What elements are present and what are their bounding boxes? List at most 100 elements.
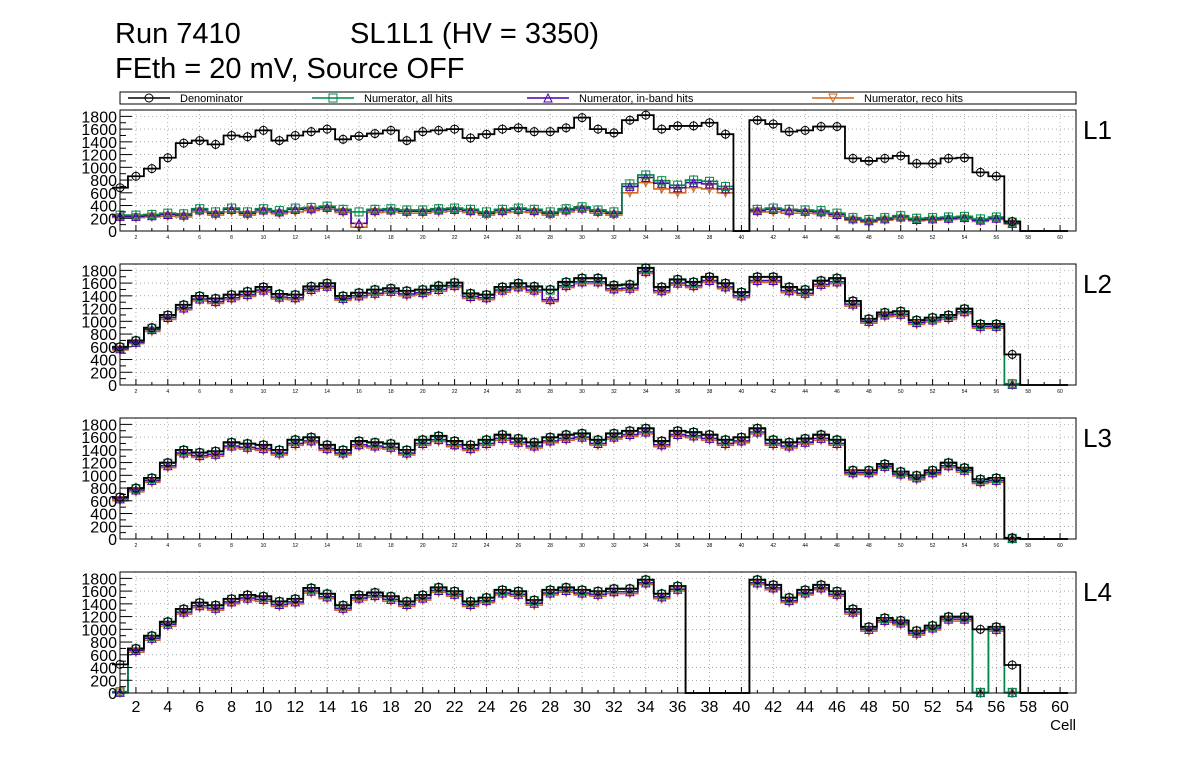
- point-L2-0-cell-56: [991, 319, 1001, 329]
- xtick-label-L3-48: 48: [866, 543, 872, 549]
- ytick-label-L1-0: 0: [108, 224, 117, 241]
- point-L1-1-cell-23: [466, 204, 476, 214]
- point-L3-0-cell-33: [625, 426, 635, 436]
- point-L1-2-cell-44: [800, 206, 810, 216]
- xtick-label-L1-14: 14: [324, 235, 330, 241]
- point-L3-2-cell-48: [864, 467, 874, 478]
- point-L1-0-cell-49: [880, 153, 890, 163]
- xtick-label-L2-46: 46: [834, 389, 840, 395]
- point-L1-2-cell-24: [481, 208, 492, 218]
- xtick-label-L1-12: 12: [292, 235, 298, 241]
- xtick-label-L1-48: 48: [866, 235, 872, 241]
- point-L4-0-cell-15: [338, 600, 348, 610]
- point-L1-2-cell-42: [768, 204, 779, 214]
- ytick-label-L4-0: 0: [108, 686, 117, 703]
- ytick-label-L4-600: 600: [90, 648, 117, 665]
- point-L1-1-cell-51: [912, 213, 922, 223]
- point-L2-0-cell-47: [848, 296, 858, 306]
- point-L1-0-cell-46: [832, 122, 842, 132]
- point-L1-0-cell-31: [593, 124, 603, 134]
- xtick-label-L4-38: 38: [701, 699, 719, 716]
- point-L2-1-cell-57: [1007, 379, 1017, 389]
- point-L3-0-cell-35: [657, 436, 667, 446]
- point-L1-2-cell-34: [640, 172, 651, 183]
- point-L1-0-cell-12: [290, 130, 300, 140]
- ytick-label-L2-1800: 1800: [81, 263, 117, 280]
- xtick-label-L3-50: 50: [898, 543, 904, 549]
- xtick-label-L3-24: 24: [484, 543, 490, 549]
- xtick-label-L4-46: 46: [828, 699, 846, 716]
- point-L4-0-cell-46: [832, 586, 842, 596]
- point-L1-0-cell-43: [784, 127, 794, 137]
- ytick-label-L1-1000: 1000: [81, 160, 117, 177]
- point-L3-0-cell-39: [720, 435, 730, 445]
- xtick-label-L3-6: 6: [198, 543, 201, 549]
- xtick-label-L3-36: 36: [675, 543, 681, 549]
- ytick-label-L1-600: 600: [90, 186, 117, 203]
- point-L2-0-cell-8: [227, 290, 237, 300]
- xtick-label-L3-8: 8: [230, 543, 233, 549]
- point-L4-2-cell-50: [895, 617, 906, 628]
- point-L1-2-cell-54: [959, 212, 970, 223]
- xtick-label-L3-14: 14: [324, 543, 330, 549]
- point-L1-1-cell-19: [402, 205, 412, 215]
- point-L1-0-cell-56: [991, 171, 1001, 181]
- point-L1-2-cell-7: [210, 208, 221, 218]
- point-L3-0-cell-52: [928, 465, 938, 475]
- point-L3-0-cell-55: [975, 474, 985, 484]
- point-L1-1-cell-13: [306, 202, 316, 212]
- point-L2-0-cell-42: [768, 272, 778, 282]
- point-L3-0-cell-15: [338, 445, 348, 455]
- point-L1-2-cell-18: [386, 204, 396, 215]
- point-L1-0-cell-51: [912, 158, 922, 168]
- xtick-label-L2-22: 22: [452, 389, 458, 395]
- point-L4-0-cell-25: [497, 585, 507, 595]
- point-L4-0-cell-50: [896, 615, 906, 625]
- xtick-label-L4-2: 2: [131, 699, 140, 716]
- point-L1-2-cell-49: [879, 213, 890, 224]
- point-L4-0-cell-48: [864, 622, 874, 632]
- xtick-label-L1-30: 30: [579, 235, 585, 241]
- point-L3-2-cell-2: [131, 484, 141, 495]
- ytick-label-L3-200: 200: [90, 519, 117, 536]
- xtick-label-L4-24: 24: [478, 699, 496, 716]
- point-L2-2-cell-51: [911, 317, 922, 328]
- point-L4-0-cell-43: [784, 592, 794, 602]
- xtick-label-L2-34: 34: [643, 389, 649, 395]
- point-L1-2-cell-9: [242, 208, 253, 218]
- xtick-label-L1-16: 16: [356, 235, 362, 241]
- ytick-label-L4-1200: 1200: [81, 610, 117, 627]
- point-L1-1-cell-45: [816, 206, 826, 216]
- legend-marker-1: [328, 93, 338, 103]
- point-L1-1-cell-49: [880, 213, 890, 223]
- point-L2-0-cell-49: [880, 307, 890, 317]
- point-L1-0-cell-4: [163, 153, 173, 163]
- legend-label-2: Numerator, in-band hits: [579, 93, 694, 105]
- point-L4-0-cell-47: [848, 604, 858, 614]
- point-L2-2-cell-4: [162, 312, 173, 322]
- xtick-label-L2-28: 28: [547, 389, 553, 395]
- point-L1-1-cell-34: [641, 170, 651, 180]
- hist-L1-series-0: [112, 114, 1069, 232]
- point-L1-0-cell-13: [306, 127, 316, 137]
- xtick-label-L2-8: 8: [230, 389, 233, 395]
- point-L4-0-cell-23: [466, 596, 476, 606]
- point-L1-0-cell-29: [561, 123, 571, 133]
- point-L4-2-cell-51: [911, 628, 922, 638]
- point-L1-0-cell-11: [274, 136, 284, 146]
- point-L1-0-cell-45: [816, 122, 826, 132]
- point-L1-1-cell-41: [752, 204, 762, 214]
- point-L2-0-cell-48: [864, 314, 874, 324]
- point-L1-1-cell-22: [450, 203, 460, 213]
- point-L1-0-cell-47: [848, 153, 858, 163]
- point-L1-1-cell-37: [689, 175, 699, 185]
- point-L4-0-cell-20: [418, 590, 428, 600]
- ytick-label-L2-1000: 1000: [81, 314, 117, 331]
- point-L3-0-cell-44: [800, 433, 810, 443]
- point-L3-0-cell-10: [258, 440, 268, 450]
- point-L1-0-cell-21: [434, 125, 444, 135]
- point-L4-0-cell-24: [481, 592, 491, 602]
- point-L1-2-cell-12: [290, 204, 301, 214]
